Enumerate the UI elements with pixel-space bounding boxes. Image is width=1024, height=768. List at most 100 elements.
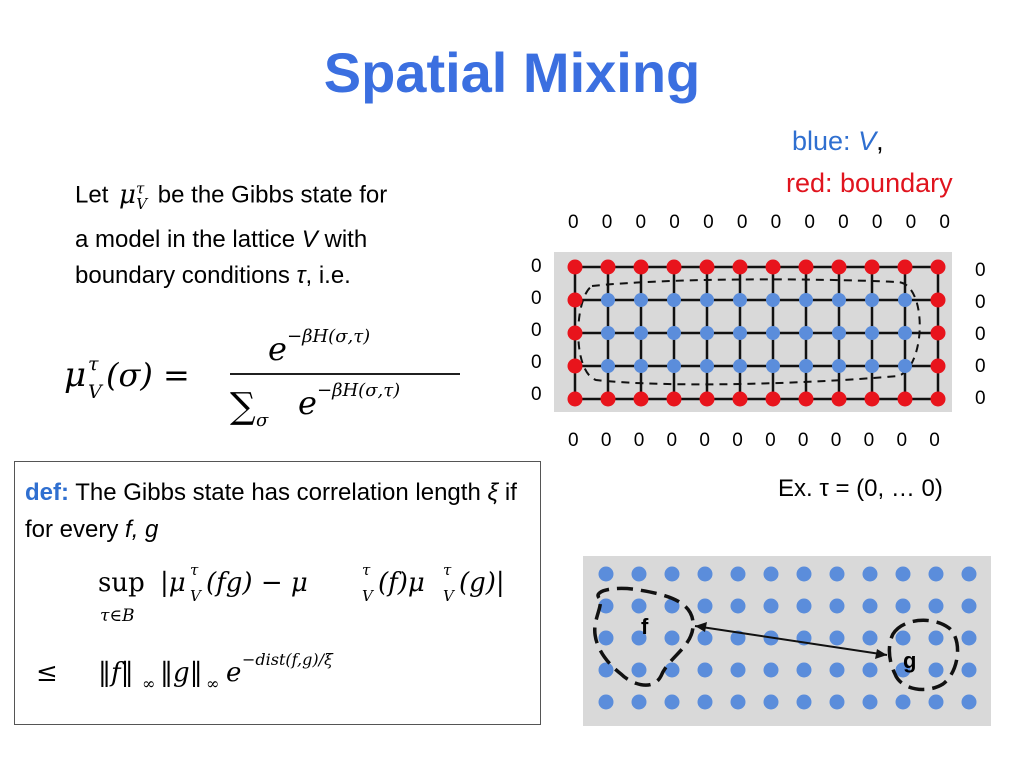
boundary-zero: 0: [765, 430, 776, 451]
boundary-zero: 0: [975, 356, 986, 377]
boundary-vertex: [633, 391, 649, 407]
lattice-vertex: [697, 662, 713, 678]
lattice-vertex: [697, 566, 713, 582]
interior-vertex: [601, 293, 615, 307]
intro-line2-pre: a model in the lattice: [75, 225, 296, 253]
sup-label: sup: [98, 568, 145, 598]
lattice-vertex: [631, 630, 647, 646]
lattice-vertex: [961, 630, 977, 646]
interior-vertex: [601, 326, 615, 340]
lattice-vertex: [631, 598, 647, 614]
interior-vertex: [799, 326, 813, 340]
boundary-vertex: [699, 259, 715, 275]
boundary-vertex: [633, 259, 649, 275]
lattice-vertex: [928, 566, 944, 582]
boundary-zero: 0: [838, 212, 849, 233]
definition-text-pre: The Gibbs state has correlation length: [75, 479, 481, 506]
boundary-zero: 0: [633, 430, 645, 451]
legend-blue-prefix: blue:: [792, 126, 851, 156]
boundary-vertex: [765, 391, 781, 407]
boundary-zero: 0: [568, 430, 579, 451]
boundary-vertex: [699, 391, 715, 407]
boundary-zero: 0: [975, 260, 986, 281]
lattice-vertex: [664, 566, 680, 582]
formula-denominator-e: e: [298, 384, 317, 422]
boundary-vertex: [930, 358, 946, 374]
lattice-vertex: [697, 598, 713, 614]
interior-vertex: [832, 326, 846, 340]
boundary-vertex: [567, 391, 583, 407]
example-boundary: Ex. τ = (0, … 0): [778, 475, 943, 502]
lattice-vertex: [862, 694, 878, 710]
boundary-zero: 0: [635, 212, 647, 233]
lattice-vertex: [730, 566, 746, 582]
boundary-zero: 0: [975, 324, 986, 345]
lattice-vertex: [928, 694, 944, 710]
boundary-zero: 0: [975, 388, 986, 409]
lattice-vertex: [664, 630, 680, 646]
sup-expr-4: (g)|: [459, 568, 505, 598]
correlation-panel: [583, 556, 991, 726]
interior-vertex: [898, 326, 912, 340]
intro-line3-pre: boundary conditions: [75, 261, 290, 289]
boundary-zero: 0: [531, 384, 542, 405]
boundary-zero: 0: [871, 212, 883, 233]
lattice-vertex: [796, 662, 812, 678]
boundary-zero: 0: [600, 430, 612, 451]
boundary-zero: 0: [975, 292, 986, 313]
boundary-zero: 0: [736, 212, 748, 233]
sup-mu3-sup: τ: [443, 561, 452, 579]
lattice-vertex: [862, 566, 878, 582]
lattice-vertex: [730, 662, 746, 678]
boundary-vertex: [864, 259, 880, 275]
lattice-vertex: [961, 662, 977, 678]
intro-line2-symbol: V: [301, 225, 318, 253]
lattice-vertex: [631, 566, 647, 582]
slide-title: Spatial Mixing: [323, 41, 701, 104]
formula-mu-sub: V: [88, 381, 104, 403]
definition-fg: f, g: [125, 516, 159, 543]
sup-mu3-sub: V: [443, 587, 456, 605]
lattice-vertex: [664, 694, 680, 710]
boundary-zero: 0: [601, 212, 613, 233]
boundary-vertex: [732, 391, 748, 407]
sup-mu1-sup: τ: [190, 561, 199, 579]
intro-line1-rest: be the Gibbs state for: [157, 181, 388, 209]
bound-g: ‖g‖: [160, 658, 203, 688]
interior-vertex: [766, 293, 780, 307]
boundary-vertex: [600, 391, 616, 407]
gibbs-formula: μ τ V (σ) = e −βH(σ,τ) ∑ σ e −βH(σ,τ): [64, 326, 460, 431]
interior-vertex: [733, 293, 747, 307]
formula-numerator: e: [268, 330, 287, 368]
lattice-vertex: [598, 630, 614, 646]
sup-expr-3: (f)μ: [378, 568, 425, 598]
lattice-vertex: [862, 662, 878, 678]
arrow-head-f: [695, 622, 707, 632]
interior-vertex: [799, 293, 813, 307]
interior-vertex: [634, 326, 648, 340]
formula-denominator-exp: −βH(σ,τ): [317, 380, 400, 401]
lattice-vertex: [796, 566, 812, 582]
lattice-vertex: [763, 566, 779, 582]
legend-blue-symbol: V: [858, 126, 877, 156]
boundary-zero: 0: [669, 212, 680, 233]
bound-f-inf: ∞: [142, 674, 155, 693]
sup-expr-2: (fg) − μ: [206, 568, 308, 598]
boundary-vertex: [864, 391, 880, 407]
boundary-vertex: [897, 391, 913, 407]
boundary-vertex: [567, 259, 583, 275]
lattice-vertex: [598, 566, 614, 582]
formula-lhs-arg: (σ) =: [106, 356, 190, 394]
interior-vertex: [667, 359, 681, 373]
label-g: g: [903, 648, 916, 673]
lattice-vertex: [631, 694, 647, 710]
boundary-vertex: [798, 259, 814, 275]
interior-vertex: [865, 359, 879, 373]
lattice-vertex: [598, 598, 614, 614]
formula-numerator-exp: −βH(σ,τ): [287, 326, 370, 347]
boundary-vertex: [567, 292, 583, 308]
lattice-vertex: [829, 598, 845, 614]
boundary-vertex: [600, 259, 616, 275]
lattice-vertex: [895, 662, 911, 678]
boundary-zero: 0: [703, 212, 714, 233]
